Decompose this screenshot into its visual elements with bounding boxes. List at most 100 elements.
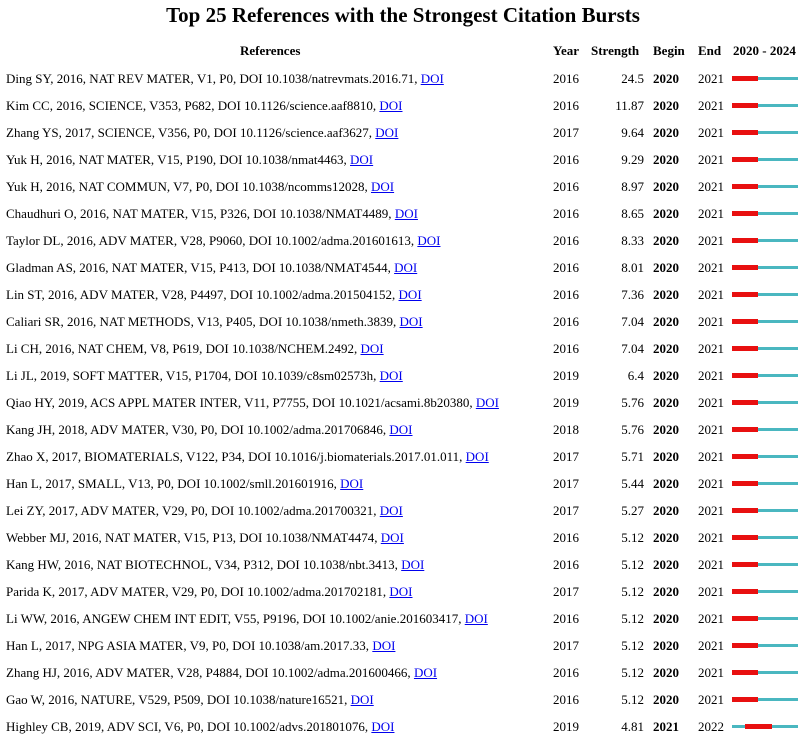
end-cell: 2021 [698,179,724,194]
strength-cell: 5.44 [621,476,644,491]
doi-link[interactable]: DOI [371,719,395,734]
year-cell: 2016 [553,611,579,626]
doi-link[interactable]: DOI [398,287,422,302]
timeline-bar [732,562,798,567]
timeline-bar [732,157,798,162]
doi-link[interactable]: DOI [379,368,403,383]
timeline-bar [732,535,798,540]
doi-link[interactable]: DOI [372,638,396,653]
end-cell: 2021 [698,557,724,572]
reference-text: Lei ZY, 2017, ADV MATER, V29, P0, DOI 10… [6,503,380,518]
year-cell: 2017 [553,125,579,140]
reference-cell: Lei ZY, 2017, ADV MATER, V29, P0, DOI 10… [6,503,403,519]
doi-link[interactable]: DOI [360,341,384,356]
year-cell: 2016 [553,260,579,275]
reference-cell: Yuk H, 2016, NAT MATER, V15, P190, DOI 1… [6,152,373,168]
end-cell: 2021 [698,422,724,437]
doi-link[interactable]: DOI [389,584,413,599]
burst-segment [732,184,759,189]
strength-cell: 4.81 [621,719,644,734]
doi-link[interactable]: DOI [399,314,423,329]
timeline-bar [732,481,798,486]
reference-text: Yuk H, 2016, NAT MATER, V15, P190, DOI 1… [6,152,351,167]
doi-link[interactable]: DOI [370,179,395,194]
timeline-bar [732,373,798,378]
end-cell: 2021 [698,98,724,113]
table-row: Caliari SR, 2016, NAT METHODS, V13, P405… [0,314,806,341]
burst-segment [732,76,759,81]
doi-link[interactable]: DOI [340,476,364,491]
year-cell: 2016 [553,557,579,572]
burst-segment [732,292,759,297]
doi-link[interactable]: DOI [379,503,403,518]
doi-link[interactable]: DOI [464,611,488,626]
burst-segment [732,238,759,243]
doi-link[interactable]: DOI [380,530,404,545]
doi-link[interactable]: DOI [420,71,444,86]
doi-link[interactable]: DOI [394,260,418,275]
doi-link[interactable]: DOI [465,449,489,464]
burst-segment [732,589,759,594]
begin-cell: 2020 [653,368,679,383]
reference-text: Lin ST, 2016, ADV MATER, V28, P4497, DOI… [6,287,399,302]
year-cell: 2016 [553,692,579,707]
doi-link[interactable]: DOI [417,233,441,248]
timeline-bar [732,724,798,729]
begin-cell: 2020 [653,125,679,140]
end-cell: 2021 [698,233,724,248]
doi-link[interactable]: DOI [401,557,425,572]
begin-cell: 2020 [653,476,679,491]
strength-cell: 7.04 [621,314,644,329]
burst-segment [732,319,759,324]
doi-link[interactable]: DOI [475,395,499,410]
begin-cell: 2020 [653,233,679,248]
burst-segment [732,346,759,351]
strength-cell: 8.33 [621,233,644,248]
table-row: Kim CC, 2016, SCIENCE, V353, P682, DOI 1… [0,98,806,125]
reference-cell: Chaudhuri O, 2016, NAT MATER, V15, P326,… [6,206,418,222]
doi-link[interactable]: DOI [389,422,413,437]
doi-link[interactable]: DOI [375,125,399,140]
begin-cell: 2020 [653,611,679,626]
strength-cell: 5.27 [621,503,644,518]
page-title: Top 25 References with the Strongest Cit… [166,3,640,27]
reference-text: Kang JH, 2018, ADV MATER, V30, P0, DOI 1… [6,422,390,437]
table-row: Highley CB, 2019, ADV SCI, V6, P0, DOI 1… [0,719,806,746]
strength-cell: 5.76 [621,422,644,437]
strength-cell: 5.76 [621,395,644,410]
year-cell: 2018 [553,422,579,437]
doi-link[interactable]: DOI [350,152,374,167]
burst-segment [732,157,759,162]
table-row: Zhang YS, 2017, SCIENCE, V356, P0, DOI 1… [0,125,806,152]
year-cell: 2019 [553,395,579,410]
reference-cell: Zhang YS, 2017, SCIENCE, V356, P0, DOI 1… [6,125,398,141]
strength-cell: 5.12 [621,638,644,653]
reference-text: Qiao HY, 2019, ACS APPL MATER INTER, V11… [6,395,476,410]
timeline-bar [732,238,798,243]
burst-segment [732,103,759,108]
reference-text: Highley CB, 2019, ADV SCI, V6, P0, DOI 1… [6,719,372,734]
doi-link[interactable]: DOI [350,692,374,707]
doi-link[interactable]: DOI [413,665,438,680]
year-cell: 2016 [553,206,579,221]
reference-cell: Li CH, 2016, NAT CHEM, V8, P619, DOI 10.… [6,341,384,357]
doi-link[interactable]: DOI [394,206,418,221]
end-cell: 2021 [698,638,724,653]
strength-cell: 5.12 [621,557,644,572]
doi-link[interactable]: DOI [379,98,403,113]
reference-cell: Zhao X, 2017, BIOMATERIALS, V122, P34, D… [6,449,489,465]
table-row: Han L, 2017, NPG ASIA MATER, V9, P0, DOI… [0,638,806,665]
end-cell: 2021 [698,260,724,275]
timeline-bar [732,427,798,432]
reference-cell: Caliari SR, 2016, NAT METHODS, V13, P405… [6,314,423,330]
reference-text: Li CH, 2016, NAT CHEM, V8, P619, DOI 10.… [6,341,361,356]
end-cell: 2021 [698,476,724,491]
year-cell: 2016 [553,71,579,86]
end-cell: 2021 [698,503,724,518]
reference-text: Li JL, 2019, SOFT MATTER, V15, P1704, DO… [6,368,380,383]
table-row: Li JL, 2019, SOFT MATTER, V15, P1704, DO… [0,368,806,395]
table-row: Taylor DL, 2016, ADV MATER, V28, P9060, … [0,233,806,260]
strength-cell: 5.12 [621,692,644,707]
begin-cell: 2020 [653,692,679,707]
end-cell: 2021 [698,584,724,599]
